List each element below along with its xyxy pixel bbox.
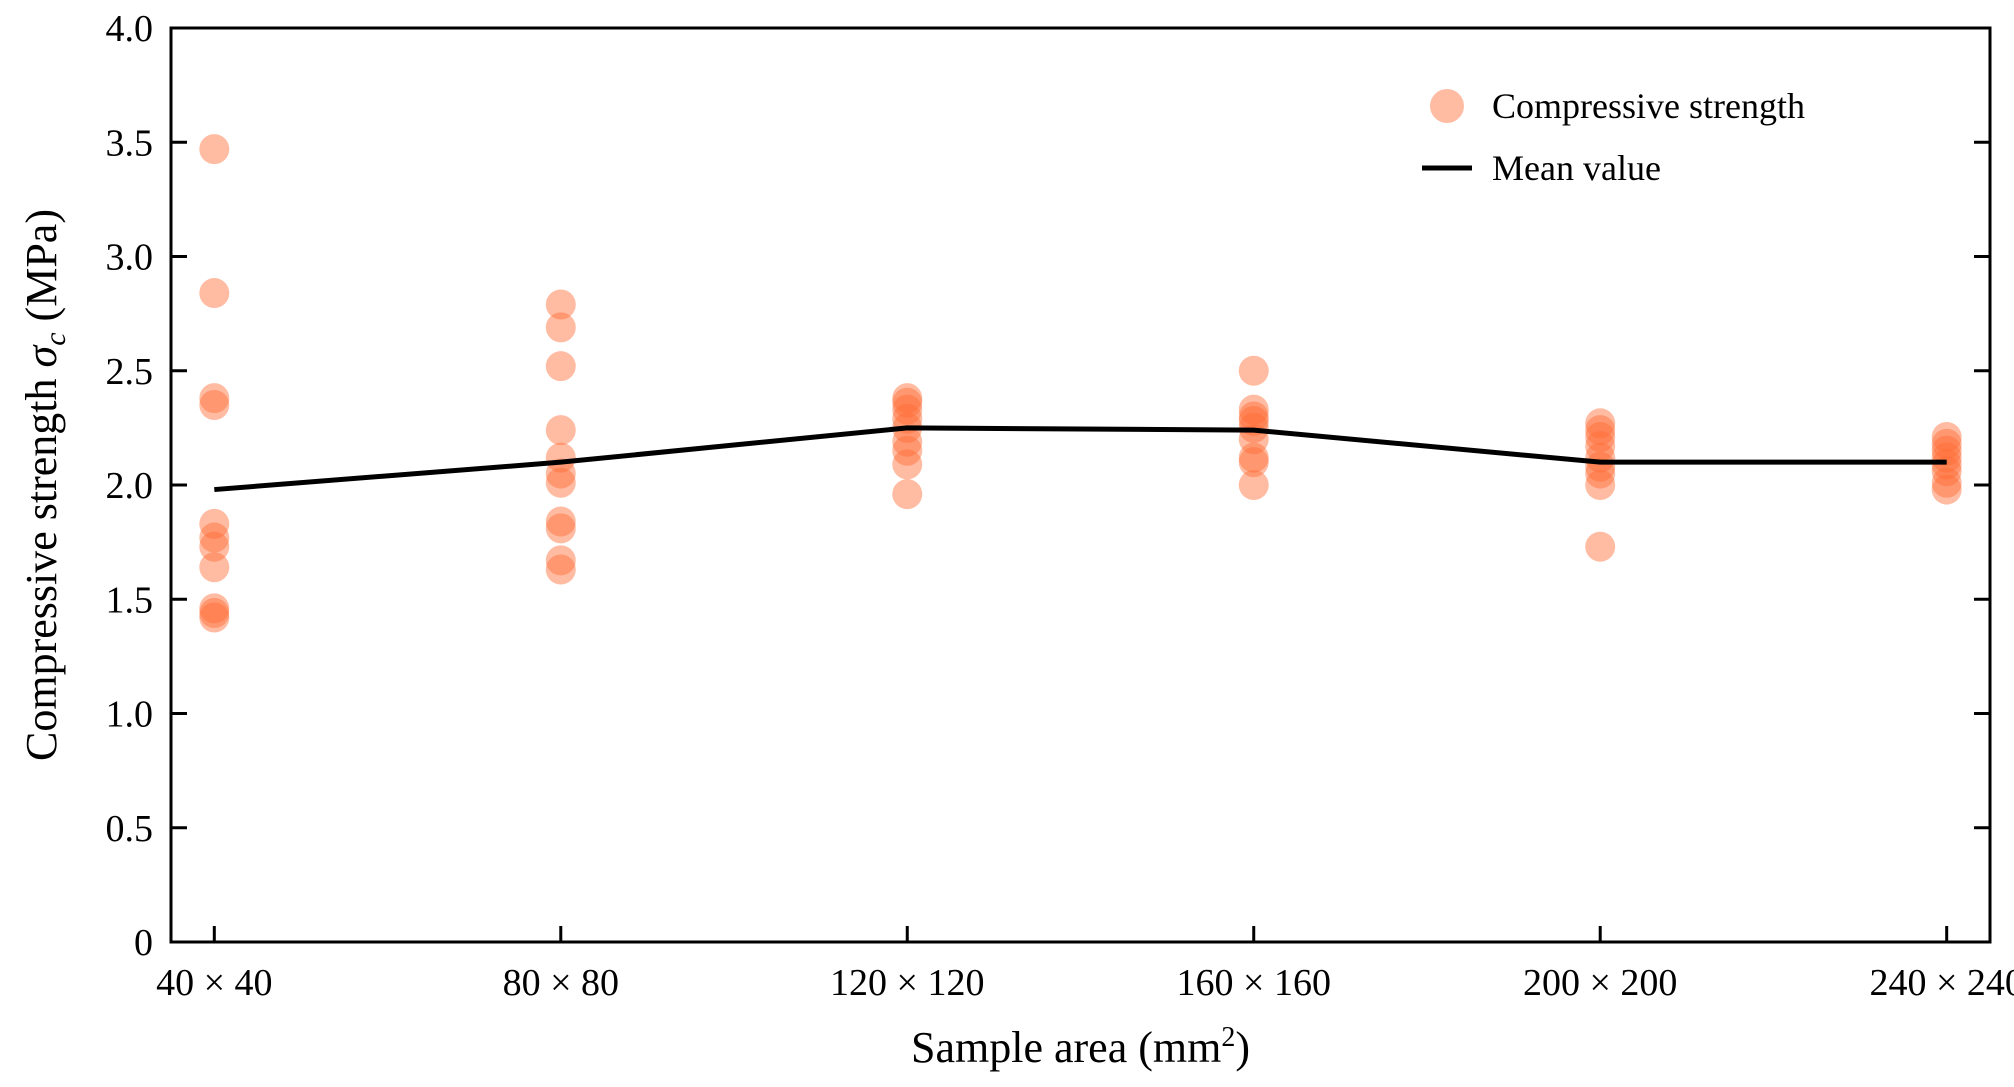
x-tick-label: 200 × 200	[1523, 962, 1677, 1004]
data-point	[545, 351, 576, 382]
y-tick-label: 3.5	[106, 122, 154, 164]
data-point	[199, 597, 230, 628]
y-axis-label-symbol: σ	[17, 343, 66, 367]
data-point	[1238, 470, 1269, 500]
data-point	[199, 602, 230, 633]
y-axis-ticks: 0 0.5 1.0 1.5 2.0 2.5 3.0 3.5 4.0	[106, 8, 1990, 964]
x-axis-label: Sample area (mm2)	[911, 1022, 1250, 1072]
data-point	[1238, 394, 1269, 425]
data-point	[199, 531, 230, 562]
data-point	[545, 506, 576, 537]
data-point	[1585, 415, 1616, 446]
legend: Compressive strength Mean value	[1422, 86, 1805, 188]
data-point	[1238, 355, 1269, 386]
plot-area-frame	[169, 26, 1992, 944]
scatter-series	[199, 134, 1962, 633]
x-tick-label: 120 × 120	[830, 962, 984, 1004]
x-axis-label-superscript: 2	[1221, 1022, 1235, 1053]
data-point	[545, 312, 576, 343]
y-axis-label: Compressive strength σc (MPa)	[17, 209, 72, 761]
y-axis-label-tail: (MPa)	[17, 209, 66, 332]
y-tick-label: 1.0	[106, 694, 154, 736]
data-point	[892, 479, 923, 510]
data-point	[1585, 422, 1616, 453]
y-tick-label: 3.0	[106, 237, 154, 279]
data-point	[199, 552, 230, 583]
y-axis-label-subscript: c	[39, 332, 72, 345]
data-point	[1585, 431, 1616, 462]
x-tick-label: 40 × 40	[156, 962, 272, 1004]
x-axis-ticks: 40 × 40 80 × 80 120 × 120 160 × 160 200 × 20…	[156, 926, 2014, 1004]
legend-label-mean-value: Mean value	[1492, 148, 1661, 188]
data-point	[1585, 442, 1616, 473]
data-point	[199, 508, 230, 539]
mean-value-line	[214, 425, 1947, 493]
y-axis-label-main: Compressive strength	[17, 367, 66, 761]
x-axis-label-main: Sample area (mm	[911, 1023, 1221, 1072]
data-point	[545, 554, 576, 585]
data-point	[1931, 474, 1962, 505]
data-point	[1585, 408, 1616, 439]
data-point	[545, 289, 576, 320]
data-point	[1931, 442, 1962, 473]
data-point	[1585, 458, 1616, 489]
data-point	[892, 449, 923, 480]
data-point	[545, 513, 576, 544]
y-tick-label: 0	[134, 922, 153, 964]
data-point	[892, 426, 923, 457]
legend-label-compressive-strength: Compressive strength	[1492, 86, 1805, 126]
data-point	[545, 545, 576, 576]
data-point	[545, 467, 576, 498]
y-tick-label: 2.0	[106, 465, 154, 507]
y-tick-label: 4.0	[106, 8, 154, 50]
data-point	[199, 134, 230, 165]
data-point	[892, 387, 923, 418]
x-tick-label: 80 × 80	[503, 962, 619, 1004]
data-point	[892, 394, 923, 425]
x-tick-label: 160 × 160	[1177, 962, 1331, 1004]
data-point	[199, 522, 230, 553]
data-point	[1585, 470, 1616, 500]
data-point	[1931, 467, 1962, 498]
data-point	[1931, 435, 1962, 466]
data-point	[1238, 447, 1269, 478]
data-point	[1238, 442, 1269, 473]
data-point	[1931, 422, 1962, 453]
data-point	[199, 593, 230, 624]
data-point	[199, 390, 230, 421]
data-point	[892, 435, 923, 466]
y-tick-label: 2.5	[106, 351, 154, 393]
data-point	[199, 383, 230, 414]
data-point	[545, 415, 576, 446]
y-tick-label: 1.5	[106, 579, 154, 621]
x-tick-label: 240 × 240	[1869, 962, 2014, 1004]
x-axis-label-tail: )	[1235, 1023, 1250, 1072]
data-point	[545, 458, 576, 489]
data-point	[199, 278, 230, 309]
data-point	[1238, 401, 1269, 432]
data-point	[892, 383, 923, 414]
data-point	[1585, 531, 1616, 562]
data-point	[1931, 428, 1962, 459]
legend-marker-compressive-strength	[1430, 89, 1464, 123]
y-tick-label: 0.5	[106, 808, 154, 850]
